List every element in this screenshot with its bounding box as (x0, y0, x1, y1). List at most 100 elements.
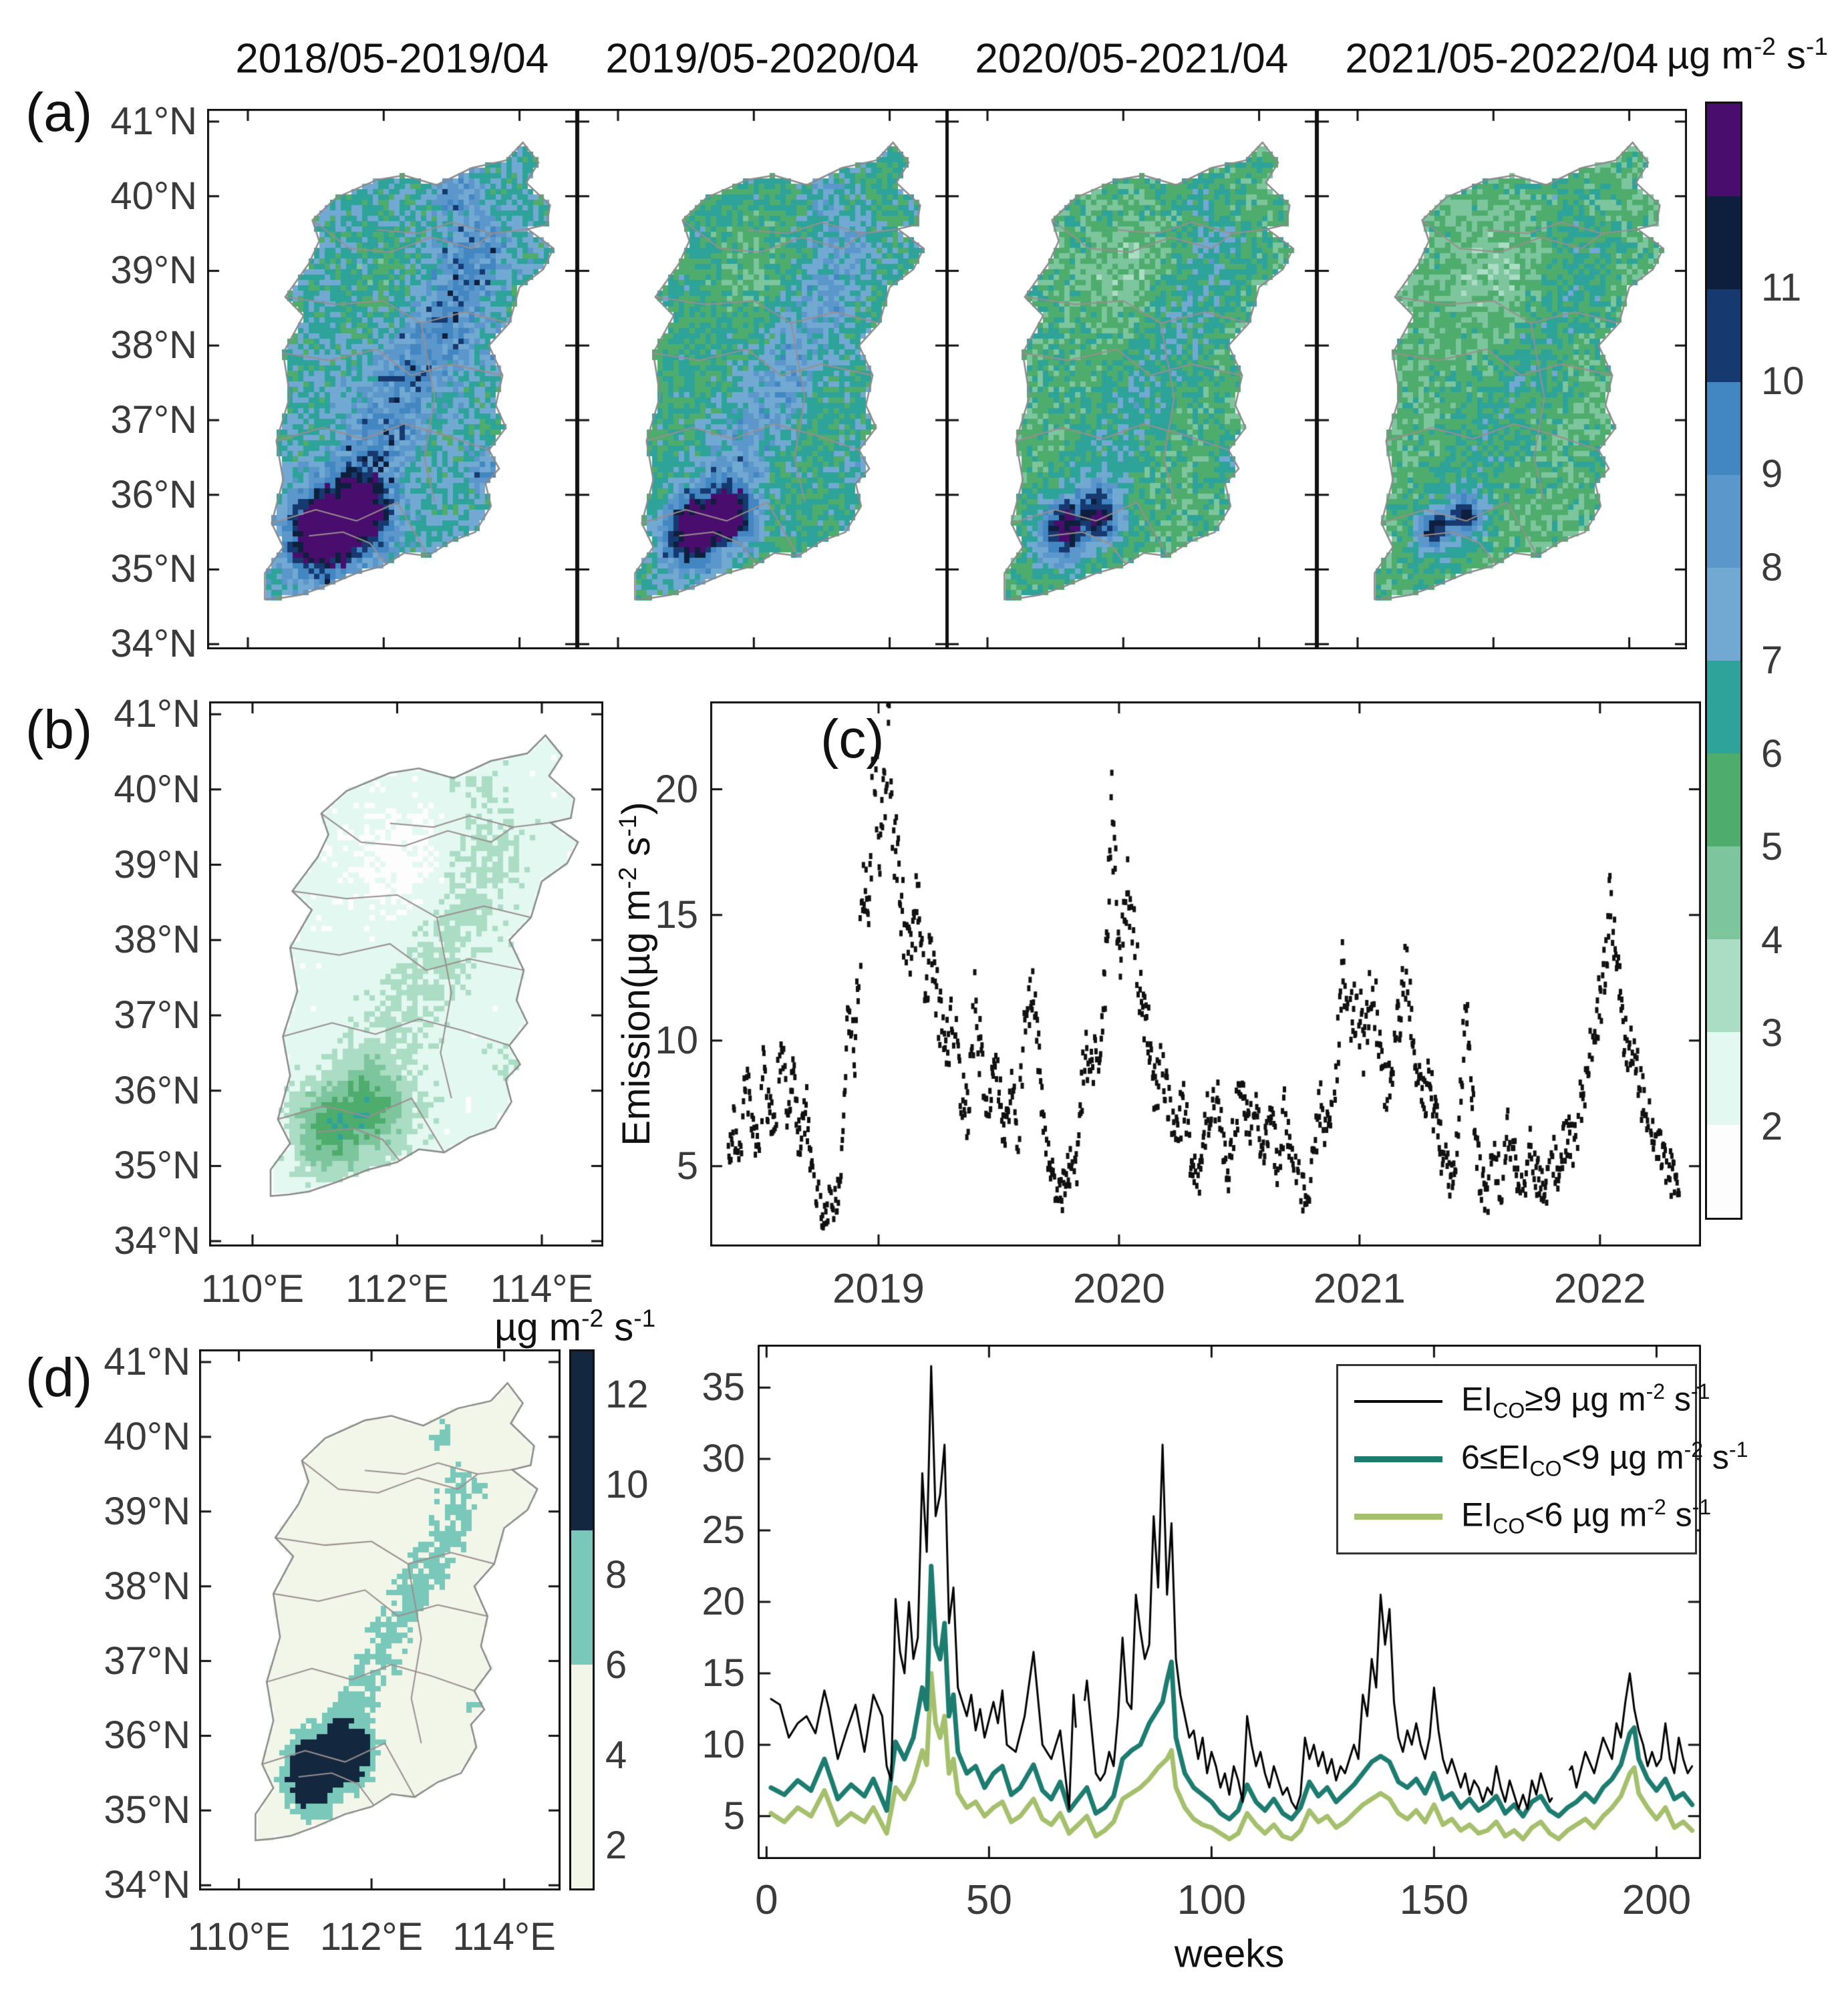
panel-b-lon-label: 112°E (345, 1267, 449, 1311)
colorbar-d-segment (571, 1530, 593, 1665)
map-canvas-2019-05-2020-04 (577, 109, 947, 649)
panel-a-lat-label: 39°N (110, 248, 197, 293)
panel-d-lat-label: 35°N (104, 1788, 190, 1832)
panel-a-lat-label: 41°N (110, 99, 197, 143)
colorbar-a-segment (1707, 846, 1740, 939)
colorbar-a-tick-label: 8 (1761, 545, 1783, 589)
colorbar-d (569, 1349, 595, 1890)
panel-c-ytick-label: 20 (655, 767, 698, 811)
colorbar-a-tick-label: 9 (1761, 452, 1783, 496)
panel-c-xtick-label: 2022 (1553, 1266, 1646, 1312)
colorbar-a (1705, 102, 1742, 1220)
colorbar-d-tick-label: 8 (605, 1552, 627, 1597)
emission-timeseries-canvas (710, 701, 1701, 1246)
panel-d-xtick-label: 200 (1622, 1877, 1692, 1923)
colorbar-a-segment (1707, 567, 1740, 661)
panel-b-lon-label: 114°E (490, 1267, 594, 1311)
panel-b-lat-label: 34°N (114, 1219, 200, 1263)
legend-line-teal (1354, 1456, 1442, 1462)
map-canvas-2021-05-2022-04 (1317, 109, 1687, 649)
panel-c-ylabel: Emission(µg m-2 s-1) (613, 802, 659, 1146)
map-title-3: 2021/05-2022/04 (1345, 35, 1659, 82)
colorbar-a-tick-label: 2 (1761, 1104, 1783, 1148)
panel-d-ytick-label: 30 (702, 1437, 745, 1481)
panel-b-lat-label: 36°N (114, 1068, 200, 1112)
map-canvas-2020-05-2021-04 (947, 109, 1317, 649)
panel-d-lat-label: 41°N (104, 1340, 190, 1384)
panel-d-lat-label: 39°N (104, 1489, 190, 1533)
map-title-1: 2019/05-2020/04 (605, 35, 919, 82)
panel-d-lon-label: 114°E (452, 1915, 556, 1959)
legend-label-mid: 6≤EICO<9 µg m-2 s-1 (1461, 1437, 1748, 1481)
panel-b-lat-label: 39°N (114, 842, 200, 886)
colorbar-a-segment (1707, 104, 1740, 196)
panel-a-lat-label: 36°N (110, 472, 197, 516)
colorbar-a-tick-label: 4 (1761, 918, 1783, 962)
colorbar-a-segment (1707, 289, 1740, 382)
panel-c-ytick-label: 15 (655, 892, 698, 937)
colorbar-d-tick-label: 6 (605, 1643, 627, 1687)
panel-c-ytick-label: 10 (655, 1018, 698, 1062)
colorbar-d-segment (571, 1664, 593, 1888)
panel-b-lat-label: 35°N (114, 1144, 200, 1188)
colorbar-a-tick-label: 5 (1761, 825, 1783, 868)
colorbar-a-tick-label: 6 (1761, 731, 1783, 776)
colorbar-a-segment (1707, 660, 1740, 754)
legend-row-high: EICO≥9 µg m-2 s-1 (1354, 1379, 1710, 1424)
panel-d-ytick-label: 5 (723, 1794, 745, 1838)
panel-a-lat-label: 37°N (110, 397, 197, 442)
panel-d-lat-label: 40°N (104, 1414, 190, 1458)
legend-row-low: EICO<6 µg m-2 s-1 (1354, 1495, 1711, 1539)
colorbar-d-tick-label: 12 (605, 1372, 649, 1416)
panel-d-xtick-label: 50 (965, 1877, 1012, 1923)
colorbar-d-tick-label: 4 (605, 1733, 627, 1777)
colorbar-a-segment (1707, 1031, 1740, 1125)
map-canvas-classified-emission (199, 1349, 561, 1890)
panel-d-lon-label: 110°E (187, 1915, 291, 1959)
panel-d-lat-label: 37°N (104, 1639, 190, 1683)
map-canvas-mean-emission (209, 701, 603, 1246)
legend-label-low: EICO<6 µg m-2 s-1 (1461, 1494, 1712, 1538)
colorbar-a-segment (1707, 196, 1740, 289)
colorbar-a-tick-label: 10 (1761, 359, 1805, 403)
legend-line-olive (1354, 1514, 1442, 1520)
panel-d-letter: (d) (25, 1347, 93, 1408)
panel-d-xtick-label: 100 (1177, 1877, 1247, 1923)
panel-d-ytick-label: 25 (702, 1508, 745, 1552)
colorbar-a-segment (1707, 1124, 1740, 1218)
panel-a-letter: (a) (25, 82, 93, 143)
panel-b-letter: (b) (25, 699, 93, 760)
panel-d-xtick-label: 150 (1399, 1877, 1469, 1923)
colorbar-d-tick-label: 10 (605, 1462, 649, 1506)
panel-d-ytick-label: 15 (702, 1651, 745, 1695)
panel-d-ytick-label: 20 (702, 1580, 745, 1623)
panel-b-lat-label: 41°N (114, 692, 200, 736)
colorbar-a-segment (1707, 939, 1740, 1032)
legend-line-black (1354, 1400, 1442, 1403)
colorbar-d-unit-label: µg m-2 s-1 (494, 1304, 656, 1349)
panel-a-lat-label: 35°N (110, 547, 197, 591)
panel-c-ytick-label: 5 (676, 1144, 698, 1188)
panel-d-legend: EICO≥9 µg m-2 s-1 6≤EICO<9 µg m-2 s-1 EI… (1336, 1364, 1748, 1554)
panel-d-lat-label: 36°N (104, 1713, 190, 1758)
colorbar-a-unit-label: µg m-2 s-1 (1666, 32, 1828, 77)
panel-b-lat-label: 38°N (114, 918, 200, 962)
colorbar-a-segment (1707, 753, 1740, 846)
panel-b-lat-label: 40°N (114, 767, 200, 811)
colorbar-a-tick-label: 7 (1761, 639, 1783, 682)
panel-d-xtick-label: 0 (755, 1877, 778, 1923)
panel-b-lon-label: 110°E (200, 1267, 305, 1311)
legend-row-mid: 6≤EICO<9 µg m-2 s-1 (1354, 1438, 1748, 1482)
panel-d-lon-label: 112°E (319, 1915, 424, 1959)
map-title-0: 2018/05-2019/04 (235, 35, 549, 82)
colorbar-d-segment (571, 1351, 593, 1530)
colorbar-a-segment (1707, 474, 1740, 568)
panel-d-lat-label: 34°N (104, 1863, 190, 1907)
panel-d-xlabel: weeks (1174, 1932, 1285, 1976)
panel-d-lat-label: 38°N (104, 1564, 190, 1608)
map-title-2: 2020/05-2021/04 (975, 35, 1289, 82)
legend-label-high: EICO≥9 µg m-2 s-1 (1461, 1379, 1710, 1423)
panel-b-lat-label: 37°N (114, 993, 200, 1037)
colorbar-a-tick-label: 11 (1761, 266, 1802, 309)
